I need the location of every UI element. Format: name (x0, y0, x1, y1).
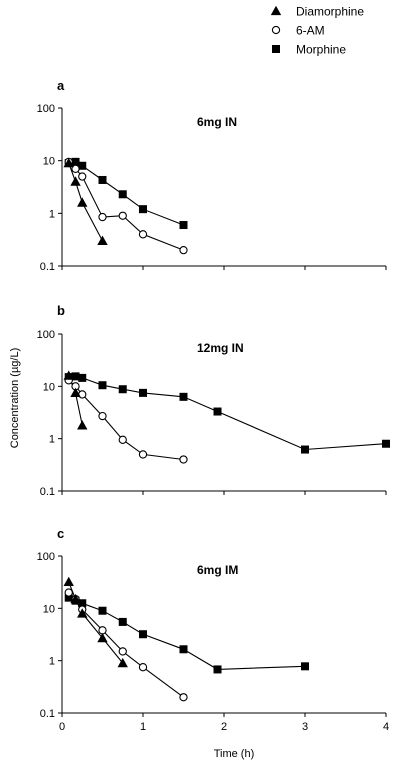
y-tick-label-c: 100 (37, 551, 55, 563)
point-diamorphine-b (70, 387, 81, 398)
x-tick-label-c: 3 (302, 721, 308, 733)
point-diamorphine-b (63, 370, 74, 380)
y-tick-label-b: 100 (37, 329, 55, 341)
y-tick-label-c: 0.1 (40, 708, 55, 720)
point-6-am-c (64, 588, 73, 597)
panel-title-c: 6mg IM (197, 563, 238, 577)
legend-label-6-am: 6-AM (296, 24, 325, 38)
point-morphine-a (179, 221, 188, 230)
x-tick-label-c: 0 (59, 721, 65, 733)
y-tick-label-b: 10 (43, 381, 55, 393)
point-morphine-b (98, 381, 107, 390)
point-morphine-c (213, 665, 222, 674)
point-morphine-c (78, 599, 87, 608)
point-6-am-c (118, 647, 127, 656)
legend-label-diamorphine: Diamorphine (296, 5, 364, 19)
point-morphine-a (71, 157, 80, 166)
point-diamorphine-a (77, 197, 88, 207)
y-tick-label-c: 1 (49, 656, 55, 668)
x-tick-label-c: 4 (383, 721, 389, 733)
y-tick-label-b: 0.1 (40, 486, 55, 498)
point-6-am-a (98, 212, 107, 222)
point-6-am-a (179, 245, 188, 255)
point-morphine-b (301, 445, 309, 454)
x-axis-label: Time (h) (214, 748, 255, 760)
y-axis-label: Concentration (µg/L) (9, 348, 21, 449)
point-6-am-c (138, 663, 148, 672)
point-6-am-b (118, 435, 127, 444)
point-diamorphine-c (117, 657, 128, 668)
point-diamorphine-c (77, 608, 88, 618)
point-diamorphine-b (77, 420, 88, 430)
point-morphine-b (71, 372, 80, 381)
point-morphine-a (78, 161, 87, 170)
panel-b: b 12mg IN 100 10 1 0.1 (37, 303, 390, 498)
panel-letter-a: a (57, 78, 65, 93)
legend-label-morphine: Morphine (296, 43, 346, 57)
point-diamorphine-a (63, 157, 74, 168)
point-diamorphine-c (97, 632, 108, 643)
point-6-am-a (78, 172, 87, 181)
point-morphine-c (179, 645, 188, 654)
point-morphine-b (78, 373, 87, 382)
y-tick-label-a: 1 (49, 208, 55, 220)
point-6-am-c (98, 626, 107, 635)
point-morphine-a (98, 175, 107, 184)
legend-marker-6-am (271, 25, 281, 35)
point-6-am-b (138, 450, 148, 459)
point-morphine-c (98, 606, 107, 615)
point-morphine-c (64, 593, 73, 602)
point-diamorphine-a (70, 176, 81, 186)
x-tick-label-c: 2 (221, 721, 227, 733)
series-line-diamorphine-a (68, 162, 103, 242)
panel-letter-c: c (57, 526, 64, 541)
point-morphine-c (118, 617, 127, 626)
y-tick-label-a: 0.1 (40, 261, 55, 273)
panel-title-a: 6mg IN (197, 115, 237, 129)
point-morphine-b (118, 385, 127, 394)
legend-marker-diamorphine (270, 5, 282, 16)
panel-letter-b: b (57, 303, 65, 318)
point-morphine-b (179, 392, 188, 401)
panel-title-b: 12mg IN (197, 341, 244, 355)
y-tick-label-b: 1 (49, 434, 55, 446)
series-line-morphine-b (68, 375, 387, 451)
point-morphine-c (301, 662, 309, 671)
y-tick-label-c: 10 (43, 603, 55, 615)
legend: Diamorphine 6-AM Morphine (270, 5, 364, 57)
point-morphine-a (139, 205, 147, 214)
point-morphine-a (118, 190, 127, 199)
point-6-am-b (179, 455, 188, 464)
point-6-am-a (118, 211, 127, 220)
point-6-am-a (138, 230, 148, 239)
point-morphine-b (139, 388, 147, 397)
panel-a: a 6mg IN 100 10 1 0.1 (37, 78, 387, 273)
y-tick-label-a: 10 (43, 156, 55, 168)
legend-marker-morphine (272, 45, 280, 53)
point-6-am-b (98, 411, 107, 421)
point-morphine-b (382, 439, 390, 448)
series-line-diamorphine-c (68, 581, 124, 664)
point-morphine-b (213, 407, 222, 416)
point-6-am-c (179, 693, 188, 702)
point-diamorphine-a (97, 235, 108, 246)
y-tick-label-a: 100 (37, 103, 55, 115)
point-morphine-c (139, 630, 147, 639)
point-diamorphine-c (63, 576, 74, 587)
x-tick-label-c: 1 (140, 721, 146, 733)
panel-c: c 6mg IM 100 10 1 0.1 0 1 2 3 4 (37, 526, 389, 733)
point-diamorphine-c (70, 593, 81, 604)
